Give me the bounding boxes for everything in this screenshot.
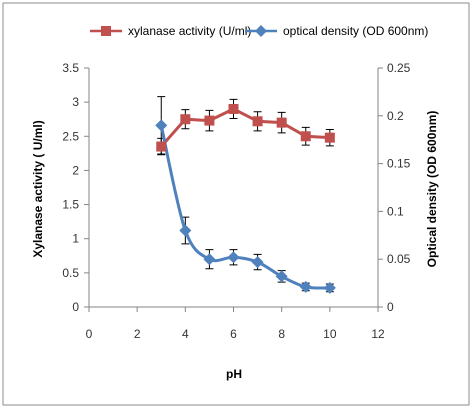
xylanase-point: [276, 117, 287, 128]
y2-axis-title: Optical density (OD 600nm): [425, 111, 439, 268]
x-tick-label: 4: [182, 327, 189, 341]
optical-density-point: [203, 253, 216, 266]
xylanase-point: [252, 116, 263, 127]
y2-tick-label: 0.2: [387, 109, 404, 123]
x-tick-label: 10: [323, 327, 337, 341]
xylanase-point: [204, 115, 215, 126]
legend-marker-xylanase: [101, 26, 111, 36]
optical-density-point: [251, 256, 264, 269]
legend-marker-optical-density: [255, 25, 267, 37]
y2-tick-label: 0: [387, 300, 394, 314]
xylanase-point: [156, 141, 167, 152]
optical-density-point: [323, 281, 336, 294]
y2-tick-label: 0.1: [387, 204, 404, 218]
legend-label-xylanase: xylanase activity (U/ml): [128, 24, 251, 38]
xylanase-point: [324, 132, 335, 143]
y-tick-label: 3: [72, 95, 79, 109]
y-axis-title: Xylanase activity ( U/ml): [31, 120, 45, 257]
xylanase-point: [228, 103, 239, 114]
legend: xylanase activity (U/ml) optical density…: [90, 24, 428, 38]
chart-frame: [2, 2, 470, 406]
y-tick-label: 1: [72, 232, 79, 246]
x-axis-title: pH: [226, 367, 242, 381]
optical-density-point: [179, 224, 192, 237]
x-tick-label: 8: [278, 327, 285, 341]
legend-label-optical-density: optical density (OD 600nm): [283, 24, 428, 38]
y-tick-label: 1.5: [62, 198, 79, 212]
x-tick-label: 12: [371, 327, 385, 341]
y-tick-label: 3.5: [62, 61, 79, 75]
optical-density-point: [299, 280, 312, 293]
optical-density-point: [227, 251, 240, 264]
x-tick-label: 6: [230, 327, 237, 341]
y-tick-label: 0.5: [62, 266, 79, 280]
y-tick-label: 2: [72, 163, 79, 177]
xylanase-point: [300, 131, 311, 142]
y2-tick-label: 0.05: [387, 252, 411, 266]
x-tick-label: 2: [134, 327, 141, 341]
y2-tick-label: 0.25: [387, 61, 411, 75]
x-tick-label: 0: [86, 327, 93, 341]
y2-tick-label: 0.15: [387, 157, 411, 171]
y-tick-label: 2.5: [62, 129, 79, 143]
optical-density-point: [155, 119, 168, 132]
y-tick-label: 0: [72, 300, 79, 314]
xylanase-point: [180, 114, 191, 125]
optical-density-point: [275, 270, 288, 283]
